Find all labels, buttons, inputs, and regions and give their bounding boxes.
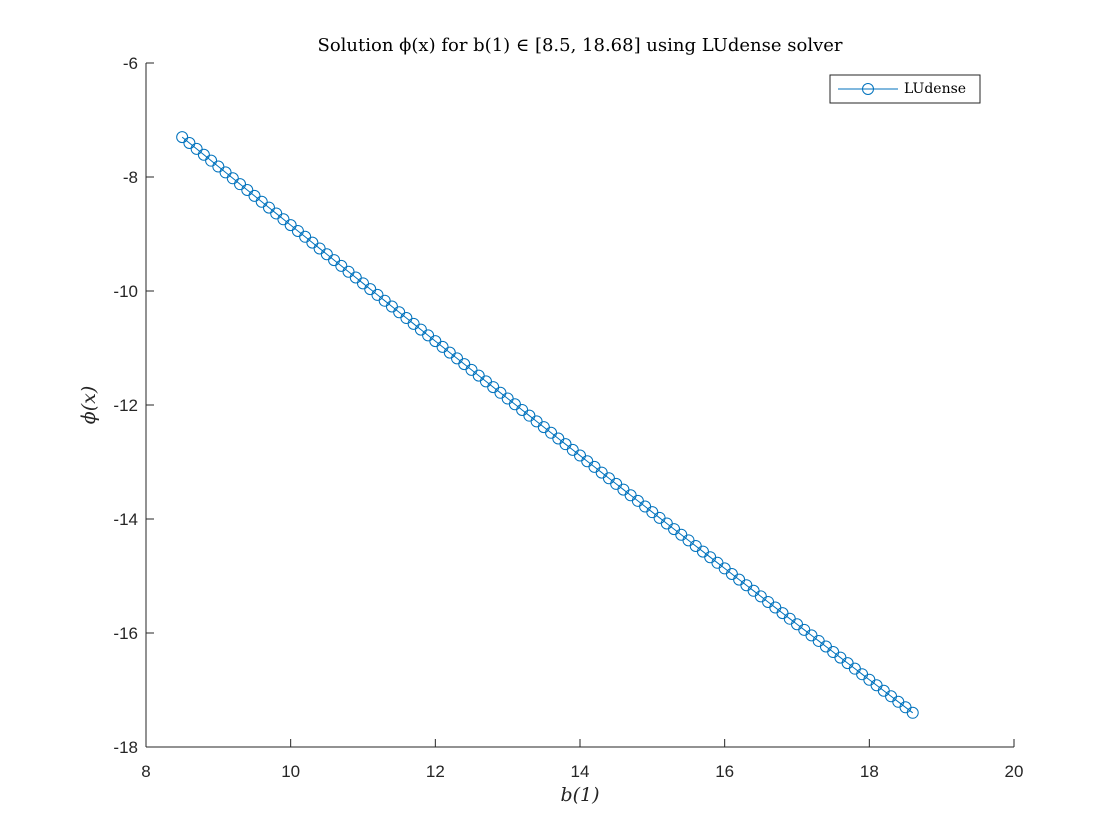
data-point	[393, 306, 406, 319]
y-tick-label: -18	[113, 738, 138, 757]
x-axis-label: b(1)	[560, 784, 599, 806]
y-tick-label: -12	[113, 396, 138, 415]
y-tick-label: -10	[113, 282, 138, 301]
series-layer	[176, 131, 919, 719]
y-tick-label: -8	[123, 168, 138, 187]
x-axis-ticks: 8 10 12 14 16 18 20	[141, 739, 1023, 781]
data-point	[385, 300, 398, 313]
data-point	[248, 189, 261, 202]
data-point	[328, 254, 341, 267]
data-point	[349, 271, 362, 284]
data-point	[241, 184, 254, 197]
data-point	[255, 195, 268, 208]
x-tick-label: 8	[141, 762, 150, 781]
x-tick-label: 14	[571, 762, 590, 781]
y-tick-label: -16	[113, 624, 138, 643]
data-point	[443, 346, 456, 359]
data-point	[436, 340, 449, 353]
data-point	[400, 312, 413, 325]
data-point	[291, 224, 304, 237]
data-point	[906, 706, 919, 719]
data-point	[451, 352, 464, 365]
data-point	[422, 329, 435, 342]
data-point	[299, 230, 312, 243]
data-point	[313, 242, 326, 255]
y-tick-label: -6	[123, 54, 138, 73]
legend-box	[829, 74, 981, 104]
data-point	[335, 259, 348, 272]
data-point	[414, 323, 427, 336]
data-point	[371, 288, 384, 301]
x-tick-label: 18	[860, 762, 879, 781]
data-point	[306, 236, 319, 249]
legend-entry-ludense: LUdense	[904, 81, 966, 97]
y-tick-label: -14	[113, 510, 138, 529]
data-point	[197, 148, 210, 161]
data-point	[190, 142, 203, 155]
data-point	[284, 219, 297, 232]
data-point	[407, 317, 420, 330]
y-axis-ticks: -18 -16 -14 -12 -10 -8 -6	[113, 54, 154, 757]
x-tick-label: 16	[715, 762, 734, 781]
data-point	[320, 248, 333, 261]
legend-marker-sample	[862, 83, 874, 95]
data-point	[357, 277, 369, 290]
x-tick-label: 12	[426, 762, 445, 781]
data-point	[342, 265, 355, 278]
data-point	[262, 201, 275, 214]
data-point	[205, 154, 218, 167]
data-point	[226, 172, 239, 185]
plot-area	[146, 63, 1014, 747]
chart-title: Solution ϕ(x) for b(1) ∈ [8.5, 18.68] us…	[317, 35, 842, 56]
legend[interactable]: LUdense	[829, 74, 981, 104]
data-point	[212, 160, 225, 173]
data-point	[219, 166, 232, 179]
data-point	[234, 178, 247, 191]
y-axis-label: ϕ(x)	[78, 386, 100, 425]
series-line-ludense	[181, 136, 914, 714]
x-tick-label: 10	[281, 762, 300, 781]
data-point	[429, 335, 442, 348]
data-point	[176, 131, 189, 144]
data-point	[270, 207, 283, 220]
data-point	[364, 283, 377, 296]
data-point	[183, 137, 196, 149]
x-tick-label: 20	[1005, 762, 1024, 781]
data-point	[378, 294, 391, 307]
data-point	[277, 213, 290, 226]
